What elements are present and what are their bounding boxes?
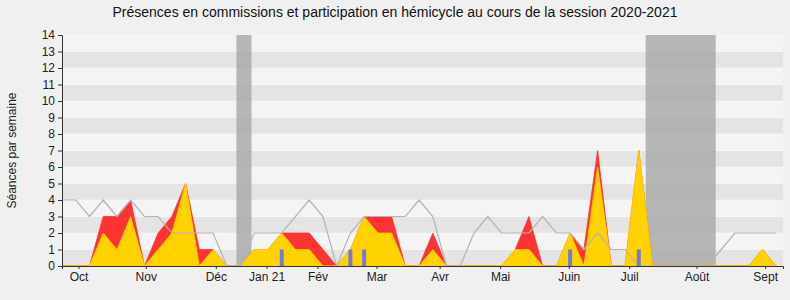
x-tick: Oct <box>70 266 89 284</box>
y-tick-mark <box>58 134 62 135</box>
y-tick-mark <box>58 233 62 234</box>
y-tick-mark <box>58 167 62 168</box>
y-tick-label: 13 <box>42 45 56 59</box>
shaded-range <box>236 35 251 266</box>
x-tick-label: Août <box>685 270 710 284</box>
y-tick-mark <box>58 266 62 267</box>
area <box>62 151 776 267</box>
x-tick: Nov <box>136 266 157 284</box>
plot-area <box>62 35 776 266</box>
y-tick: 6 <box>48 160 62 174</box>
y-tick-label: 1 <box>48 243 55 257</box>
y-tick-label: 9 <box>48 111 55 125</box>
y-tick-mark <box>58 118 62 119</box>
bar <box>362 250 366 267</box>
x-axis-line <box>63 267 784 270</box>
bar <box>568 250 572 267</box>
x-tick: Jan 21 <box>249 266 285 284</box>
x-tick-label: Jan 21 <box>249 270 285 284</box>
y-tick-label: 11 <box>43 78 56 92</box>
y-tick: 14 <box>42 28 62 42</box>
shaded-range <box>646 35 716 266</box>
chart-svg: 01234567891011121314OctNovDécJan 21FévMa… <box>0 0 790 300</box>
x-tick: Août <box>685 266 710 284</box>
y-tick: 11 <box>43 78 62 92</box>
y-tick: 1 <box>48 243 62 257</box>
y-tick-label: 7 <box>48 144 55 158</box>
y-tick-mark <box>58 35 62 36</box>
y-tick: 5 <box>48 177 62 191</box>
x-tick-label: Sept <box>753 270 778 284</box>
y-tick-label: 3 <box>48 210 55 224</box>
x-tick: Mai <box>491 266 510 284</box>
grid <box>62 35 783 266</box>
y-tick-label: 10 <box>42 94 56 108</box>
bar <box>280 250 284 267</box>
x-tick: Mar <box>367 266 388 284</box>
x-tick-label: Fév <box>308 270 328 284</box>
y-axis-line <box>58 36 63 267</box>
x-tick: Sept <box>753 266 778 284</box>
x-axis: Oct Nov Déc Jan 21 Fév Mar Avr Mai Juin Juil Août S… <box>63 266 784 284</box>
x-tick-label: Juil <box>621 270 639 284</box>
x-tick: Juin <box>558 266 580 284</box>
x-tick-label: Avr <box>431 270 449 284</box>
y-tick-label: 12 <box>42 61 56 75</box>
y-tick-mark <box>58 200 62 201</box>
y-tick: 4 <box>48 193 62 207</box>
y-tick-mark <box>58 52 62 53</box>
y-tick-mark <box>58 217 62 218</box>
y-axis-title: Séances par semaine <box>5 92 19 208</box>
y-tick-label: 2 <box>48 226 55 240</box>
y-tick: 12 <box>42 61 62 75</box>
x-tick-label: Nov <box>136 270 157 284</box>
area <box>62 151 776 267</box>
y-tick-mark <box>58 101 62 102</box>
y-tick: 9 <box>48 111 62 125</box>
y-tick: 0 <box>48 259 62 273</box>
x-tick: Déc <box>206 266 227 284</box>
y-tick: 10 <box>42 94 62 108</box>
y-tick-mark <box>58 184 62 185</box>
y-tick-label: 6 <box>48 160 55 174</box>
x-tick: Fév <box>308 266 328 284</box>
chart-title: Présences en commissions et participatio… <box>113 4 678 20</box>
y-tick-mark <box>58 250 62 251</box>
x-tick-label: Déc <box>206 270 227 284</box>
bar <box>637 250 641 267</box>
y-tick: 3 <box>48 210 62 224</box>
y-tick: 8 <box>48 127 62 141</box>
y-tick-label: 14 <box>42 28 56 42</box>
y-tick: 2 <box>48 226 62 240</box>
y-tick-label: 5 <box>48 177 55 191</box>
bar <box>348 250 352 267</box>
x-tick-label: Mar <box>367 270 388 284</box>
y-tick-label: 0 <box>48 259 55 273</box>
y-tick-label: 4 <box>48 193 55 207</box>
y-tick-mark <box>58 68 62 69</box>
y-tick: 13 <box>42 45 62 59</box>
y-tick: 7 <box>48 144 62 158</box>
y-axis: 01234567891011121314 <box>42 28 63 273</box>
x-tick-label: Mai <box>491 270 510 284</box>
chart-container: 01234567891011121314OctNovDécJan 21FévMa… <box>0 0 790 300</box>
x-tick: Juil <box>621 266 639 284</box>
x-tick-label: Juin <box>558 270 580 284</box>
line <box>62 200 776 266</box>
y-tick-mark <box>58 85 62 86</box>
y-tick-label: 8 <box>48 127 55 141</box>
x-tick: Avr <box>431 266 449 284</box>
y-tick-mark <box>58 151 62 152</box>
x-tick-label: Oct <box>70 270 89 284</box>
